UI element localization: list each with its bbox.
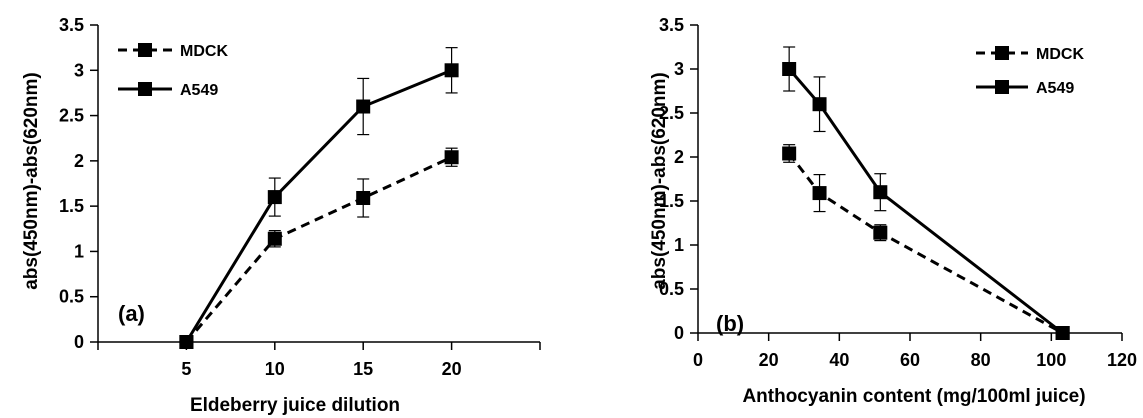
legend-a549-marker bbox=[995, 80, 1009, 94]
y-tick-label: 1 bbox=[74, 241, 84, 261]
y-tick-label: 0 bbox=[674, 323, 684, 343]
chart-panel-b: abs(450nm)-abs(620nm) Anthocyanin conten… bbox=[649, 15, 1137, 407]
y-tick-label: 2 bbox=[74, 151, 84, 171]
data-point bbox=[812, 186, 827, 201]
series-line bbox=[787, 152, 1064, 335]
legend-a549-label: A549 bbox=[180, 82, 218, 99]
y-tick-label: 0 bbox=[74, 332, 84, 352]
y-tick-label: 1 bbox=[674, 235, 684, 255]
series-line bbox=[788, 68, 1064, 335]
y-tick-label: 2 bbox=[674, 147, 684, 167]
data-point bbox=[782, 62, 797, 76]
y-tick-label: 3 bbox=[674, 59, 684, 79]
y-tick-label: 3.5 bbox=[59, 15, 84, 35]
y-tick-label: 0.5 bbox=[659, 279, 684, 299]
panel-b-legend: MDCK A549 bbox=[976, 46, 1084, 97]
series-mdck bbox=[782, 144, 1070, 340]
x-tick-label: 20 bbox=[442, 359, 462, 379]
panel-b-xlabel: Anthocyanin content (mg/100ml juice) bbox=[742, 386, 1085, 407]
x-tick-label: 15 bbox=[353, 359, 373, 379]
data-point bbox=[356, 190, 371, 205]
data-point bbox=[1055, 326, 1070, 340]
data-point bbox=[356, 99, 371, 114]
series-mdck bbox=[179, 147, 459, 349]
y-tick-label: 3.5 bbox=[659, 15, 684, 35]
x-tick-label: 20 bbox=[759, 350, 779, 370]
panel-b-ylabel: abs(450nm)-abs(620nm) bbox=[649, 72, 670, 290]
legend-mdck-marker bbox=[138, 43, 152, 57]
data-point bbox=[267, 190, 282, 205]
series-line bbox=[185, 68, 453, 343]
x-tick-label: 10 bbox=[265, 359, 285, 379]
series-a549 bbox=[179, 47, 459, 349]
x-tick-label: 0 bbox=[693, 350, 703, 370]
panel-a-label: (a) bbox=[118, 301, 145, 326]
x-tick-label: 60 bbox=[900, 350, 920, 370]
series-a549 bbox=[782, 46, 1070, 340]
data-point bbox=[444, 150, 459, 165]
y-tick-label: 3 bbox=[74, 60, 84, 80]
x-tick-label: 40 bbox=[829, 350, 849, 370]
x-tick-label: 5 bbox=[181, 359, 191, 379]
y-tick-label: 2.5 bbox=[59, 106, 84, 126]
x-tick-label: 100 bbox=[1036, 350, 1066, 370]
data-point bbox=[873, 225, 888, 240]
data-point bbox=[444, 63, 459, 78]
data-point bbox=[179, 335, 194, 349]
data-point bbox=[873, 185, 888, 200]
series-line bbox=[185, 155, 453, 343]
legend-mdck-marker bbox=[995, 46, 1009, 60]
x-tick-label: 120 bbox=[1107, 350, 1137, 370]
legend-mdck-label: MDCK bbox=[1036, 46, 1084, 63]
x-tick-label: 80 bbox=[971, 350, 991, 370]
y-tick-label: 1.5 bbox=[659, 191, 684, 211]
y-tick-label: 0.5 bbox=[59, 287, 84, 307]
legend-mdck-label: MDCK bbox=[180, 43, 228, 60]
y-tick-label: 1.5 bbox=[59, 196, 84, 216]
data-point bbox=[782, 146, 797, 161]
legend-a549-label: A549 bbox=[1036, 80, 1074, 97]
panel-b-label: (b) bbox=[716, 311, 744, 336]
chart-panel-a: abs(450nm)-abs(620nm) Eldeberry juice di… bbox=[21, 15, 541, 416]
y-tick-label: 2.5 bbox=[659, 103, 684, 123]
panel-a-legend: MDCK A549 bbox=[118, 43, 228, 99]
legend-a549-marker bbox=[138, 82, 152, 96]
data-point bbox=[812, 97, 827, 112]
axes: 0 0.5 1 1.5 2 2.5 3 3.5 5 10 15 20 bbox=[59, 15, 541, 379]
panel-a-xlabel: Eldeberry juice dilution bbox=[190, 395, 400, 416]
panel-a-ylabel: abs(450nm)-abs(620nm) bbox=[21, 72, 42, 290]
data-point bbox=[267, 231, 282, 246]
axes: 0 0.5 1 1.5 2 2.5 3 3.5 0 20 40 60 80 100 120 bbox=[659, 15, 1137, 370]
